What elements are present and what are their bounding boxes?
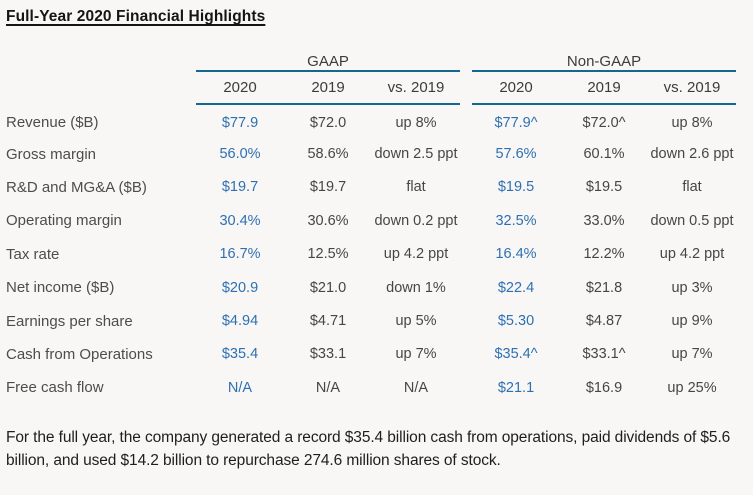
row-label: R&D and MG&A ($B)	[6, 178, 147, 196]
cell-gaap-2020: $35.4	[221, 346, 259, 363]
cell-nongaap-vs-2019: up 25%	[667, 379, 717, 396]
table-row-free-cash-flow: Free cash flow N/A N/A N/A $21.1 $16.9 u…	[6, 371, 736, 404]
corner-cell	[6, 47, 196, 71]
group-gap	[460, 71, 472, 104]
table-row-cash-from-operations: Cash from Operations $35.4 $33.1 up 7% $…	[6, 338, 736, 371]
cell-gaap-vs-2019: down 1%	[386, 279, 446, 296]
cell-nongaap-vs-2019: flat	[682, 179, 702, 196]
non-gaap-group-header: Non-GAAP	[472, 47, 736, 72]
cell-nongaap-2020: 57.6%	[495, 146, 537, 163]
column-header-row: 2020 2019 vs. 2019 2020 2019 vs. 2019	[6, 71, 736, 105]
table-row-net-income: Net income ($B) $20.9 $21.0 down 1% $22.…	[6, 271, 736, 304]
table-row-rd-mga: R&D and MG&A ($B) $19.7 $19.7 flat $19.5…	[6, 171, 736, 204]
cell-gaap-2019: $72.0	[309, 115, 347, 132]
col-header-gaap-2020: 2020	[196, 71, 284, 105]
group-gap	[460, 371, 472, 404]
row-label: Tax rate	[6, 245, 60, 263]
cell-gaap-vs-2019: up 4.2 ppt	[383, 246, 449, 263]
cell-nongaap-2020: $5.30	[497, 313, 535, 330]
table-row-revenue: Revenue ($B) $77.9 $72.0 up 8% $77.9^ $7…	[6, 104, 736, 137]
cell-gaap-2019: 30.6%	[307, 212, 349, 229]
group-gap	[460, 171, 472, 204]
cell-gaap-vs-2019: up 7%	[395, 346, 437, 363]
cell-gaap-2020: 16.7%	[219, 246, 261, 263]
cell-gaap-2019: $21.0	[309, 279, 347, 296]
col-header-nongaap-2020: 2020	[472, 71, 560, 105]
summary-paragraph: For the full year, the company generated…	[6, 428, 731, 469]
cell-gaap-vs-2019: down 0.2 ppt	[374, 212, 458, 229]
cell-nongaap-vs-2019: down 2.6 ppt	[650, 146, 734, 163]
cell-gaap-2019: $33.1	[309, 346, 347, 363]
table-row-gross-margin: Gross margin 56.0% 58.6% down 2.5 ppt 57…	[6, 137, 736, 170]
cell-nongaap-2019: $21.8	[585, 279, 623, 296]
col-header-gaap-2019: 2019	[284, 71, 372, 105]
cell-nongaap-2020: $21.1	[497, 379, 535, 396]
row-label: Free cash flow	[6, 379, 104, 397]
cell-nongaap-2019: $19.5	[585, 179, 623, 196]
group-gap	[460, 47, 472, 71]
cell-nongaap-2019: 33.0%	[583, 212, 625, 229]
cell-gaap-2020: 56.0%	[219, 146, 261, 163]
cell-nongaap-vs-2019: up 4.2 ppt	[659, 246, 725, 263]
corner-cell	[6, 71, 196, 104]
cell-nongaap-vs-2019: up 9%	[671, 313, 713, 330]
cell-nongaap-2019: 60.1%	[583, 146, 625, 163]
cell-nongaap-2020: 16.4%	[495, 246, 537, 263]
cell-nongaap-2019: $72.0^	[582, 115, 626, 132]
page-title: Full-Year 2020 Financial Highlights	[6, 8, 266, 25]
group-gap	[460, 137, 472, 170]
cell-gaap-2020: $77.9	[221, 115, 259, 132]
cell-nongaap-2019: $16.9	[585, 379, 623, 396]
cell-gaap-vs-2019: up 5%	[395, 313, 437, 330]
cell-gaap-2019: $4.71	[309, 313, 347, 330]
group-gap	[460, 338, 472, 371]
group-gap	[460, 204, 472, 237]
cell-gaap-2020: 30.4%	[219, 212, 261, 229]
cell-nongaap-2020: $77.9^	[494, 115, 538, 132]
group-gap	[460, 271, 472, 304]
cell-gaap-2019: $19.7	[309, 179, 347, 196]
row-label: Operating margin	[6, 212, 122, 230]
cell-nongaap-2019: $4.87	[585, 313, 623, 330]
group-gap	[460, 304, 472, 337]
cell-gaap-2019: N/A	[315, 379, 341, 396]
cell-nongaap-2020: $22.4	[497, 279, 535, 296]
row-label: Earnings per share	[6, 312, 133, 330]
cell-gaap-vs-2019: down 2.5 ppt	[374, 146, 458, 163]
cell-nongaap-2019: $33.1^	[582, 346, 626, 363]
cell-nongaap-2020: $19.5	[497, 179, 535, 196]
cell-gaap-2020: $4.94	[221, 313, 259, 330]
cell-gaap-vs-2019: up 8%	[395, 115, 437, 132]
row-label: Net income ($B)	[6, 279, 115, 297]
cell-nongaap-vs-2019: up 7%	[671, 346, 713, 363]
table-row-operating-margin: Operating margin 30.4% 30.6% down 0.2 pp…	[6, 204, 736, 237]
page: Full-Year 2020 Financial Highlights GAAP…	[6, 8, 736, 469]
col-header-gaap-vs-2019: vs. 2019	[372, 71, 460, 105]
group-gap	[460, 238, 472, 271]
row-label: Gross margin	[6, 145, 97, 163]
cell-gaap-2020: $19.7	[221, 179, 259, 196]
cell-gaap-2019: 12.5%	[307, 246, 349, 263]
cell-gaap-2020: $20.9	[221, 279, 259, 296]
financial-highlights-table: GAAP Non-GAAP 2020 2019 vs. 2019 2020 20…	[6, 47, 736, 405]
cell-nongaap-vs-2019: up 8%	[671, 115, 713, 132]
group-gap	[460, 104, 472, 137]
col-header-nongaap-2019: 2019	[560, 71, 648, 105]
cell-nongaap-2019: 12.2%	[583, 246, 625, 263]
row-label: Revenue ($B)	[6, 114, 99, 132]
cell-gaap-vs-2019: flat	[406, 179, 426, 196]
table-row-tax-rate: Tax rate 16.7% 12.5% up 4.2 ppt 16.4% 12…	[6, 238, 736, 271]
cell-gaap-2020: N/A	[227, 379, 253, 396]
cell-nongaap-2020: $35.4^	[494, 346, 538, 363]
row-label: Cash from Operations	[6, 345, 153, 363]
gaap-group-header: GAAP	[196, 47, 460, 72]
col-header-nongaap-vs-2019: vs. 2019	[648, 71, 736, 105]
group-header-row: GAAP Non-GAAP	[6, 47, 736, 72]
cell-gaap-2019: 58.6%	[307, 146, 349, 163]
cell-nongaap-vs-2019: up 3%	[671, 279, 713, 296]
table-row-eps: Earnings per share $4.94 $4.71 up 5% $5.…	[6, 304, 736, 337]
cell-gaap-vs-2019: N/A	[403, 379, 429, 396]
cell-nongaap-2020: 32.5%	[495, 212, 537, 229]
cell-nongaap-vs-2019: down 0.5 ppt	[650, 212, 734, 229]
